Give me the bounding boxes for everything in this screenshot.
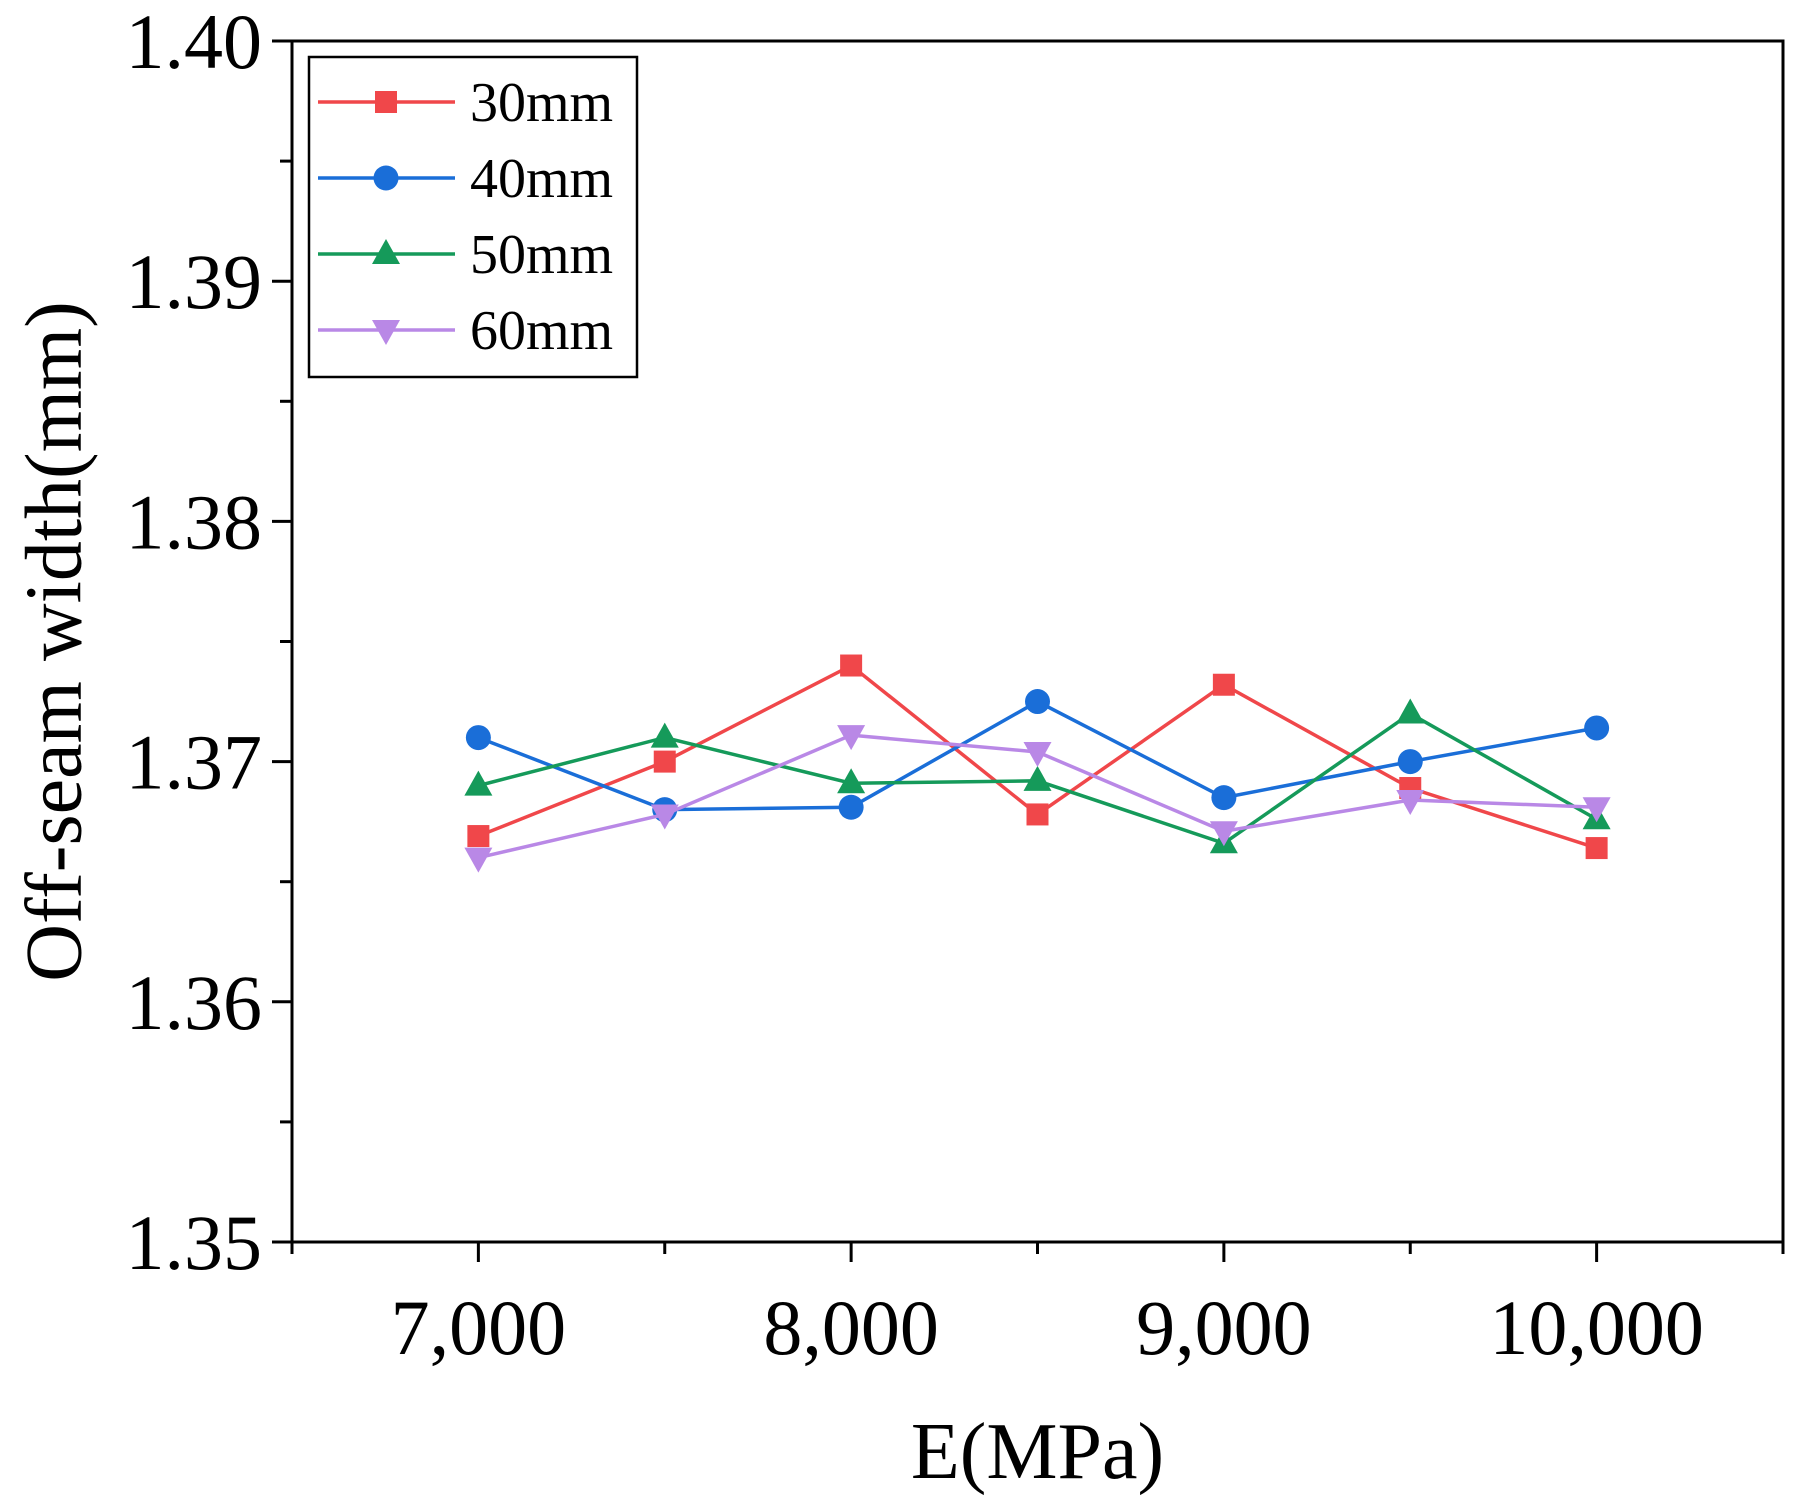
series-60mm — [464, 725, 1611, 873]
data-point-50mm — [650, 722, 679, 748]
data-point-60mm — [1396, 790, 1425, 816]
x-tick-label: 10,000 — [1489, 1284, 1704, 1371]
y-tick-label: 1.38 — [126, 478, 263, 565]
data-point-60mm — [1023, 741, 1052, 767]
data-point-30mm — [467, 825, 490, 848]
data-point-60mm — [1209, 821, 1238, 847]
data-point-60mm — [837, 725, 866, 751]
legend-entry: 60mm — [318, 300, 613, 362]
data-point-40mm — [1397, 749, 1423, 775]
legend-marker — [372, 239, 400, 264]
y-axis-ticks: 1.35 1.36 1.37 1.38 1.39 1.40 — [126, 0, 292, 1286]
data-point-50mm — [1396, 698, 1425, 724]
legend-marker — [375, 91, 397, 113]
legend-entry: 50mm — [318, 224, 613, 286]
data-series — [464, 654, 1611, 873]
legend-marker — [373, 165, 399, 191]
y-tick-label: 1.35 — [126, 1199, 263, 1286]
data-point-30mm — [1585, 837, 1608, 860]
data-point-30mm — [653, 750, 676, 773]
data-point-60mm — [464, 847, 493, 873]
legend-marker — [372, 320, 400, 345]
data-point-30mm — [840, 654, 863, 677]
legend-label: 40mm — [470, 148, 613, 210]
data-point-50mm — [1023, 765, 1052, 791]
data-point-50mm — [464, 770, 493, 796]
data-point-40mm — [1025, 689, 1050, 715]
y-tick-label: 1.40 — [126, 0, 263, 85]
x-axis-title: E(MPa) — [911, 1408, 1164, 1496]
legend-label: 60mm — [470, 300, 613, 362]
data-point-30mm — [1026, 803, 1049, 826]
plot-frame — [290, 39, 1785, 1244]
x-axis-ticks: 7,000 8,000 9,000 10,000 — [290, 1242, 1785, 1371]
x-tick-label: 8,000 — [763, 1284, 939, 1371]
x-tick-label: 9,000 — [1136, 1284, 1312, 1371]
data-point-60mm — [650, 804, 679, 830]
data-point-40mm — [838, 794, 864, 820]
y-tick-label: 1.36 — [126, 959, 263, 1046]
data-point-40mm — [1211, 785, 1237, 811]
y-axis-title: Off-seam width(mm) — [10, 301, 98, 982]
legend-entry: 30mm — [318, 72, 613, 134]
y-tick-label: 1.37 — [126, 719, 263, 806]
data-point-40mm — [465, 725, 491, 751]
y-tick-label: 1.39 — [126, 238, 263, 325]
x-tick-label: 7,000 — [391, 1284, 567, 1371]
legend-box — [307, 55, 639, 379]
data-point-50mm — [837, 768, 866, 794]
legend-label: 30mm — [470, 72, 613, 134]
legend: 30mm 40mm 50mm 60mm — [307, 55, 639, 379]
legend-entry: 40mm — [318, 148, 613, 210]
data-point-60mm — [1582, 797, 1611, 823]
data-point-40mm — [1584, 715, 1610, 741]
data-point-30mm — [1212, 673, 1235, 696]
legend-label: 50mm — [470, 224, 613, 286]
series-50mm — [464, 698, 1611, 854]
